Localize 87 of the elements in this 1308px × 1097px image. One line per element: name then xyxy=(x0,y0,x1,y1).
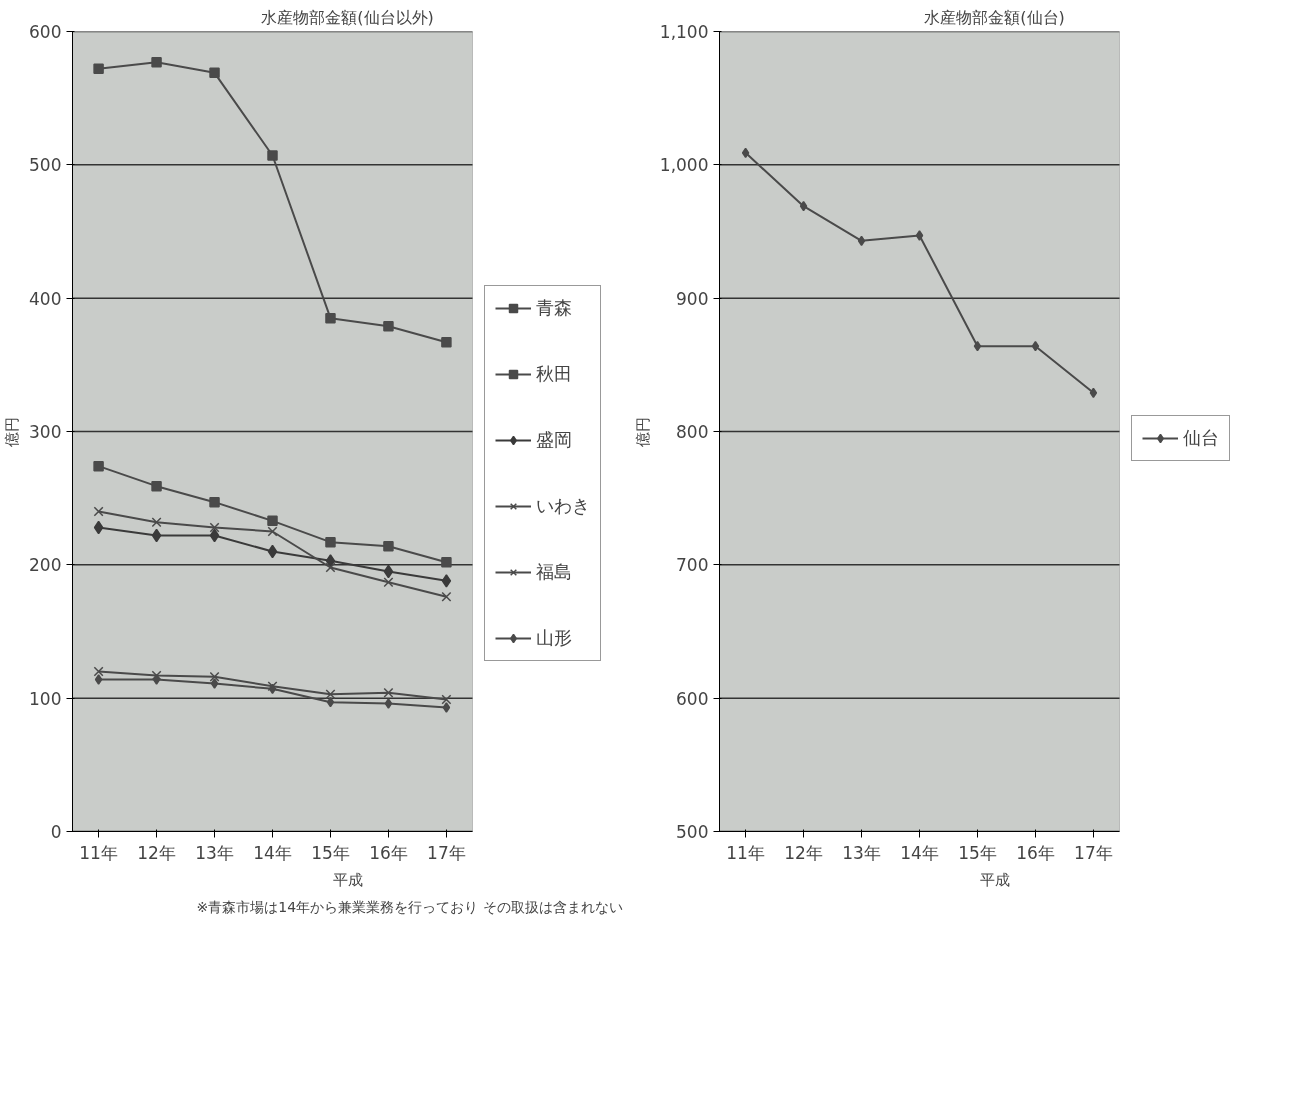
y-tick-label: 1,100 xyxy=(659,22,709,42)
point xyxy=(1089,387,1098,399)
point xyxy=(267,515,278,527)
y-tick-label: 700 xyxy=(676,555,709,576)
y-tick-label: 200 xyxy=(29,555,62,576)
y-axis-title: 億円 xyxy=(633,416,652,447)
point xyxy=(383,687,394,698)
point xyxy=(93,520,104,535)
point xyxy=(209,522,220,533)
point xyxy=(441,556,452,568)
y-tick-label: 600 xyxy=(676,688,709,709)
y-tick-label: 400 xyxy=(29,288,62,309)
y-tick-label: 800 xyxy=(676,422,709,442)
legend-label: いわき xyxy=(536,494,590,518)
x-tick-label: 14年 xyxy=(900,842,939,863)
point xyxy=(209,528,220,543)
point xyxy=(267,526,278,537)
y-tick-label: 500 xyxy=(29,155,62,176)
point xyxy=(151,480,162,492)
point xyxy=(441,336,452,348)
y-tick-label: 0 xyxy=(50,822,62,842)
point xyxy=(151,517,162,528)
legend-label: 仙台 xyxy=(1183,426,1219,450)
x-tick-label: 17年 xyxy=(1074,842,1113,863)
point xyxy=(857,235,866,247)
point xyxy=(441,574,452,588)
y-tick-label: 900 xyxy=(676,288,709,309)
x-tick-label: 15年 xyxy=(958,842,997,863)
point xyxy=(383,540,394,552)
point xyxy=(799,200,808,212)
point xyxy=(383,564,394,579)
x-tick-label: 11年 xyxy=(79,842,118,863)
y-tick-label: 500 xyxy=(676,822,709,842)
point xyxy=(267,544,278,559)
x-tick-label: 17年 xyxy=(427,842,466,863)
point xyxy=(267,150,278,161)
point xyxy=(973,340,982,352)
text: ※青森市場は14年から兼業業務を行っており その取扱は含まれない xyxy=(196,898,623,915)
x-tick-label: 13年 xyxy=(842,842,881,863)
x-tick-label: 16年 xyxy=(1016,842,1055,863)
y-axis-title: 億円 xyxy=(3,416,22,447)
x-tick-label: 14年 xyxy=(253,842,292,863)
point xyxy=(93,63,104,75)
x-tick-label: 13年 xyxy=(195,842,234,863)
point xyxy=(152,674,161,685)
point xyxy=(93,506,104,517)
y-tick-label: 1,000 xyxy=(659,155,709,176)
x-tick-label: 11年 xyxy=(726,842,765,863)
point xyxy=(383,577,394,588)
point xyxy=(151,56,162,68)
point xyxy=(441,591,452,602)
point xyxy=(93,666,104,677)
legend-label: 福島 xyxy=(536,560,572,584)
point xyxy=(94,674,103,685)
point xyxy=(1031,340,1040,352)
x-tick-label: 15年 xyxy=(311,842,350,863)
y-tick-label: 600 xyxy=(29,22,62,42)
point xyxy=(209,671,220,682)
y-tick-label: 100 xyxy=(29,688,62,709)
point xyxy=(210,678,219,689)
point xyxy=(325,689,336,700)
point xyxy=(441,694,452,705)
legend-label: 山形 xyxy=(536,626,572,650)
x-tick-label: 12年 xyxy=(784,842,823,863)
legend-label: 秋田 xyxy=(536,362,572,386)
point xyxy=(915,230,924,241)
legend-label: 盛岡 xyxy=(536,428,572,452)
point xyxy=(151,528,162,543)
point xyxy=(325,562,336,573)
x-axis-title: 平成 xyxy=(332,870,363,889)
legend-label: 青森 xyxy=(536,296,572,320)
point xyxy=(384,698,393,709)
point xyxy=(383,320,394,332)
x-axis-title: 平成 xyxy=(979,870,1010,889)
point xyxy=(741,147,750,159)
point xyxy=(442,702,451,713)
point xyxy=(209,67,220,79)
chart-title: 水産物部金額(仙台) xyxy=(924,7,1065,27)
x-tick-label: 16年 xyxy=(369,842,408,863)
chart-title: 水産物部金額(仙台以外) xyxy=(261,7,434,27)
x-tick-label: 12年 xyxy=(137,842,176,863)
point xyxy=(209,496,220,508)
point xyxy=(93,460,104,472)
point xyxy=(325,312,336,324)
point xyxy=(326,696,335,708)
point xyxy=(325,536,336,548)
y-tick-label: 300 xyxy=(29,422,62,442)
